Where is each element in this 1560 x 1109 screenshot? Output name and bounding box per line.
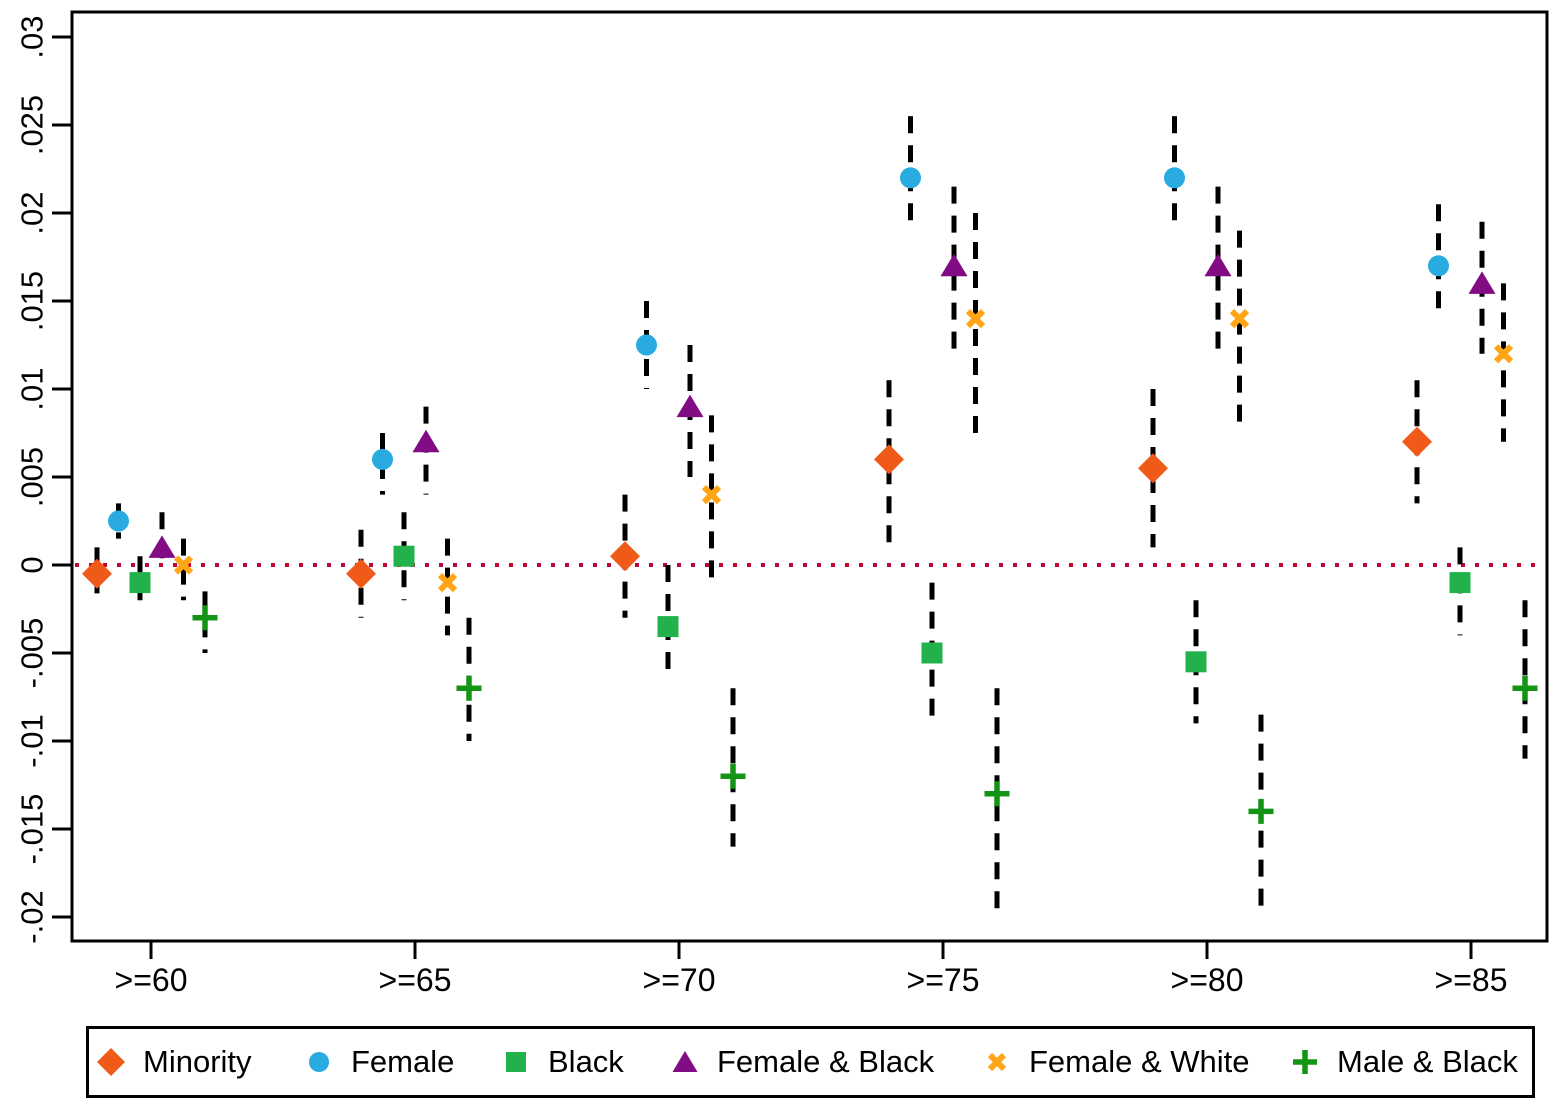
legend-x-glyph bbox=[987, 1052, 1007, 1072]
point-triangle-3-4 bbox=[1204, 253, 1232, 277]
legend-item-male-black: Male & Black bbox=[1287, 1029, 1518, 1095]
point-square-2-4 bbox=[1185, 651, 1207, 673]
legend-plus-glyph bbox=[1293, 1050, 1317, 1074]
point-plus-5-3 bbox=[984, 781, 1010, 807]
point-circle-1-4 bbox=[1164, 167, 1185, 189]
point-x-4-2 bbox=[701, 484, 722, 505]
legend-label: Black bbox=[548, 1044, 624, 1079]
legend-label: Female & White bbox=[1029, 1044, 1250, 1079]
point-plus-5-2 bbox=[720, 763, 746, 789]
y-tick-label: 0 bbox=[15, 556, 50, 573]
x-tick-label: >=60 bbox=[115, 962, 188, 998]
point-square-2-1 bbox=[393, 545, 415, 567]
y-tick-label: .025 bbox=[15, 95, 50, 155]
point-circle-1-0 bbox=[108, 510, 129, 532]
point-triangle-3-2 bbox=[676, 394, 704, 418]
point-square-2-2 bbox=[657, 616, 679, 638]
point-diamond-0-3 bbox=[874, 444, 904, 475]
point-plus-5-1 bbox=[456, 675, 482, 701]
point-x-4-5 bbox=[1493, 344, 1514, 364]
diamond-icon bbox=[93, 1042, 129, 1082]
point-square-2-3 bbox=[921, 642, 943, 664]
point-square-2-5 bbox=[1449, 572, 1471, 594]
legend-item-minority: Minority bbox=[93, 1029, 252, 1095]
y-tick-label: .02 bbox=[15, 191, 50, 234]
point-diamond-0-1 bbox=[346, 558, 376, 589]
legend: Minority Female Black Female & Black Fem… bbox=[86, 1026, 1535, 1098]
point-plus-5-4 bbox=[1248, 798, 1274, 824]
point-x-4-1 bbox=[437, 572, 458, 593]
point-circle-1-3 bbox=[900, 167, 921, 189]
legend-item-black: Black bbox=[498, 1029, 624, 1095]
x-icon bbox=[979, 1042, 1015, 1082]
x-tick-label: >=75 bbox=[907, 962, 980, 998]
y-tick-label: .015 bbox=[15, 271, 50, 331]
legend-circle-glyph bbox=[309, 1052, 329, 1072]
legend-label: Minority bbox=[143, 1044, 252, 1079]
point-x-4-4 bbox=[1229, 308, 1250, 329]
legend-label: Male & Black bbox=[1337, 1044, 1518, 1079]
y-tick-label: -.015 bbox=[15, 794, 50, 865]
point-plus-5-0 bbox=[192, 605, 218, 631]
plus-icon bbox=[1287, 1042, 1323, 1082]
square-icon bbox=[498, 1042, 534, 1082]
point-plus-5-5 bbox=[1512, 675, 1538, 701]
point-diamond-0-4 bbox=[1138, 453, 1168, 484]
point-triangle-3-1 bbox=[412, 429, 440, 453]
circle-icon bbox=[301, 1042, 337, 1082]
x-tick-label: >=65 bbox=[379, 962, 452, 998]
triangle-icon bbox=[667, 1042, 703, 1082]
point-diamond-0-0 bbox=[82, 558, 112, 589]
point-diamond-0-2 bbox=[610, 541, 640, 572]
y-tick-label: -.01 bbox=[15, 714, 50, 767]
x-tick-label: >=80 bbox=[1171, 962, 1244, 998]
y-tick-label: -.02 bbox=[15, 890, 50, 943]
point-circle-1-5 bbox=[1428, 255, 1449, 277]
point-circle-1-1 bbox=[372, 448, 393, 470]
point-x-4-3 bbox=[965, 308, 986, 329]
point-diamond-0-5 bbox=[1402, 426, 1432, 457]
point-triangle-3-5 bbox=[1468, 271, 1496, 294]
y-tick-label: .03 bbox=[15, 15, 50, 58]
y-tick-label: .01 bbox=[15, 367, 50, 410]
legend-diamond-glyph bbox=[97, 1048, 125, 1076]
legend-label: Female bbox=[351, 1044, 455, 1079]
x-tick-label: >=85 bbox=[1435, 962, 1508, 998]
legend-item-female: Female bbox=[301, 1029, 454, 1095]
x-tick-label: >=70 bbox=[643, 962, 716, 998]
y-tick-label: .005 bbox=[15, 447, 50, 507]
point-x-4-0 bbox=[173, 555, 194, 575]
legend-label: Female & Black bbox=[717, 1044, 935, 1079]
legend-item-female-black: Female & Black bbox=[667, 1029, 934, 1095]
point-triangle-3-0 bbox=[148, 535, 176, 558]
point-triangle-3-3 bbox=[940, 253, 968, 277]
point-circle-1-2 bbox=[636, 334, 657, 356]
plot-border bbox=[70, 10, 1549, 943]
legend-triangle-glyph bbox=[672, 1051, 698, 1072]
legend-item-female-white: Female & White bbox=[979, 1029, 1250, 1095]
y-tick-label: -.005 bbox=[15, 618, 50, 689]
point-square-2-0 bbox=[129, 572, 151, 594]
legend-square-glyph bbox=[506, 1052, 526, 1072]
